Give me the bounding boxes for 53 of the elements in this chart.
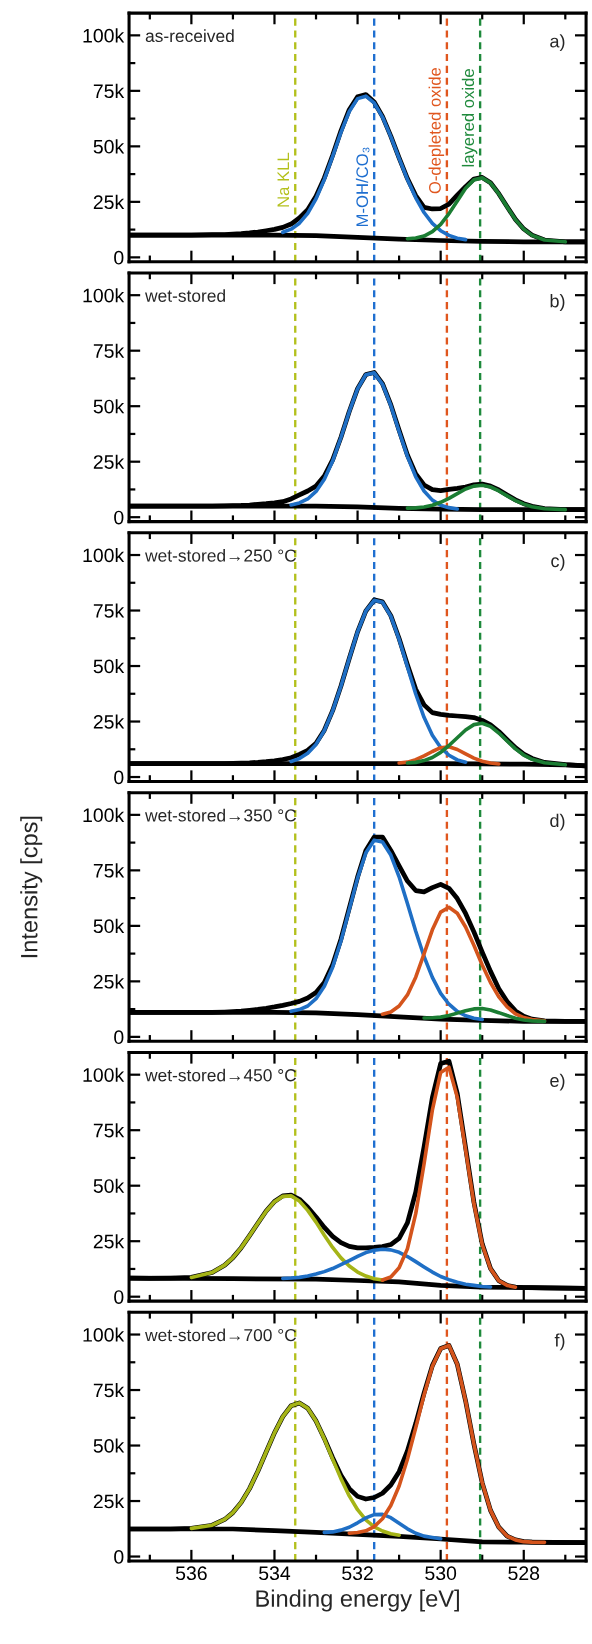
y-tick-label: 50k xyxy=(93,1178,125,1193)
y-tick-label: 50k xyxy=(93,658,125,674)
y-tick-label: 100k xyxy=(83,1327,125,1342)
y-tick-label: 0 xyxy=(114,250,124,265)
annotation: f) xyxy=(554,1333,565,1351)
y-tick-label: 75k xyxy=(93,83,125,99)
x-axis-title: Binding energy [eV] xyxy=(256,1589,459,1612)
y-tick-label: 75k xyxy=(93,1382,125,1398)
annotation: a) xyxy=(550,34,565,52)
x-tick-label: 536 xyxy=(175,1566,207,1581)
y-tick-label: 25k xyxy=(93,714,125,729)
text: wet-stored→700 °C xyxy=(145,1328,297,1342)
y-tick-label: 25k xyxy=(93,454,125,469)
ref-line-label: layered oxide xyxy=(461,69,478,167)
ref-line-label: O-depleted oxide xyxy=(428,67,445,194)
text: wet-stored→250 °C xyxy=(145,548,297,562)
y-tick-label: 100k xyxy=(83,1067,125,1082)
annotation: e) xyxy=(550,1073,565,1091)
y-tick-label: 75k xyxy=(93,1123,125,1138)
x-tick-label: 532 xyxy=(342,1566,373,1581)
ref-line-label: M-OH/CO₃ xyxy=(355,147,370,227)
y-tick-label: 25k xyxy=(93,1493,125,1509)
y-tick-label: 75k xyxy=(93,603,125,618)
annotation: d) xyxy=(550,813,565,831)
text: wet-stored→450 °C xyxy=(145,1068,297,1082)
y-axis-title: Intensity [cps] xyxy=(20,816,43,958)
y-tick-label: 100k xyxy=(83,288,125,303)
y-tick-label: 75k xyxy=(93,863,125,878)
x-tick-label: 528 xyxy=(508,1566,540,1581)
y-tick-label: 0 xyxy=(114,1290,124,1304)
text: as-received xyxy=(145,29,234,43)
y-tick-label: 0 xyxy=(114,510,124,525)
y-tick-label: 100k xyxy=(83,28,125,43)
y-tick-label: 25k xyxy=(93,1234,125,1249)
x-tick-label: 534 xyxy=(259,1566,291,1581)
x-tick-label: 530 xyxy=(425,1566,457,1581)
y-tick-label: 50k xyxy=(93,399,125,414)
y-tick-label: 100k xyxy=(83,807,125,823)
annotation: c) xyxy=(551,553,565,571)
y-tick-label: 50k xyxy=(93,139,125,154)
y-tick-label: 25k xyxy=(93,194,125,210)
y-tick-label: 75k xyxy=(93,343,125,358)
y-tick-label: 100k xyxy=(83,547,125,563)
text: wet-stored xyxy=(145,289,225,302)
y-tick-label: 0 xyxy=(114,770,124,785)
text: wet-stored→350 °C xyxy=(145,808,297,822)
y-tick-label: 25k xyxy=(93,974,125,989)
y-tick-label: 50k xyxy=(93,1438,125,1453)
annotation: b) xyxy=(550,294,565,311)
y-tick-label: 50k xyxy=(93,918,125,934)
ref-line-label: Na KLL xyxy=(277,152,290,207)
y-tick-label: 0 xyxy=(114,1030,124,1045)
y-tick-label: 0 xyxy=(114,1550,124,1564)
